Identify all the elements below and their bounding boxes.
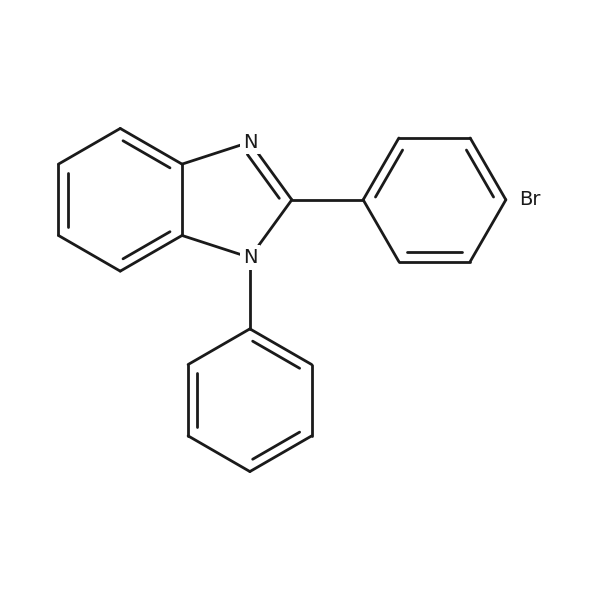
Text: N: N [242, 133, 257, 152]
Text: Br: Br [519, 190, 540, 209]
Text: N: N [242, 248, 257, 267]
